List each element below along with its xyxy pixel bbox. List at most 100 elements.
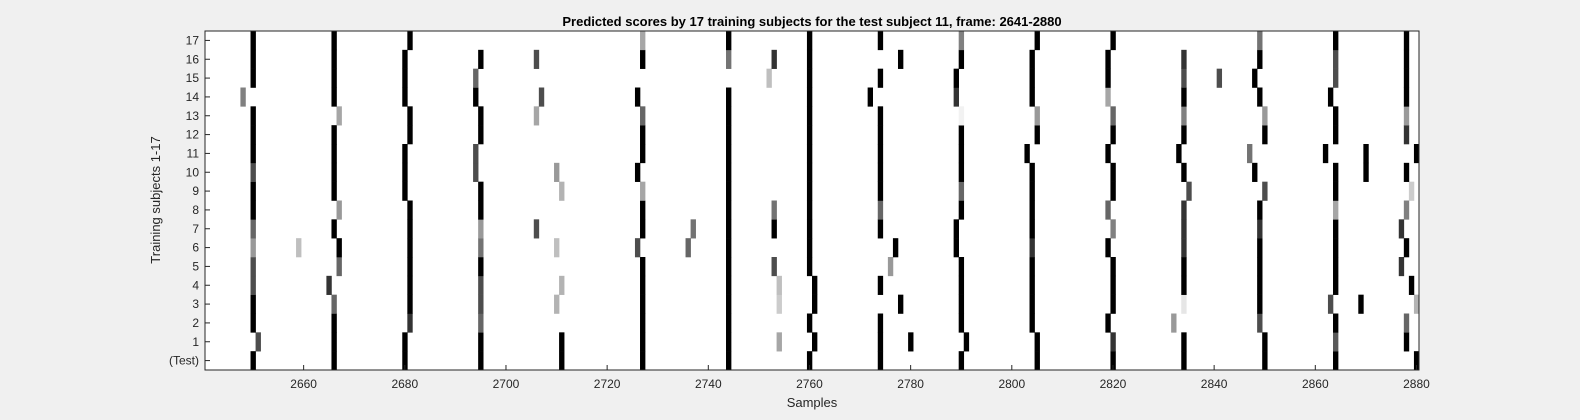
heatmap-cell — [640, 313, 646, 333]
heatmap-cell — [726, 200, 732, 220]
heatmap-cell — [331, 219, 337, 239]
heatmap-cell — [726, 162, 732, 182]
heatmap-cell — [407, 294, 413, 314]
heatmap-cell — [953, 219, 959, 239]
heatmap-cell — [1403, 106, 1410, 126]
heatmap-cell — [1333, 181, 1339, 201]
plot-frame — [204, 30, 1420, 371]
heatmap-cell — [1181, 351, 1187, 371]
heatmap-cell — [402, 68, 408, 88]
heatmap-cell — [1186, 181, 1192, 201]
heatmap-cell — [255, 332, 261, 352]
heatmap-cell — [806, 238, 813, 258]
heatmap-cell — [1181, 332, 1187, 352]
heatmap-cell — [953, 87, 959, 107]
heatmap-cell — [478, 125, 484, 145]
heatmap-cell — [766, 68, 772, 88]
y-tick-label: 13 — [186, 109, 200, 123]
heatmap-cell — [402, 162, 408, 182]
y-tick-label: (Test) — [169, 354, 199, 368]
y-axis-label: Training subjects 1-17 — [148, 136, 163, 263]
heatmap-cell — [1110, 106, 1116, 126]
y-tick-label: 17 — [186, 33, 200, 47]
heatmap-cell — [897, 294, 904, 314]
heatmap-cell — [331, 351, 337, 371]
heatmap-cell — [478, 200, 484, 220]
heatmap-cell — [407, 257, 413, 277]
heatmap-cell — [1110, 219, 1116, 239]
heatmap-cell — [640, 257, 646, 277]
heatmap-cell — [1034, 332, 1040, 352]
heatmap-cell — [958, 125, 965, 145]
heatmap-cell — [250, 313, 256, 333]
heatmap-cell — [771, 257, 777, 277]
chart-title: Predicted scores by 17 training subjects… — [562, 14, 1061, 29]
heatmap-cell — [250, 181, 256, 201]
heatmap-cell — [1333, 257, 1339, 277]
heatmap-cell — [1262, 106, 1268, 126]
heatmap-cell — [806, 144, 813, 164]
heatmap-cell — [1262, 125, 1268, 145]
heatmap-cell — [1333, 31, 1339, 51]
heatmap-cell — [877, 219, 884, 239]
heatmap-cell — [1257, 238, 1263, 258]
heatmap-cell — [240, 87, 246, 107]
heatmap-cell — [640, 49, 646, 69]
heatmap-cell — [1110, 294, 1116, 314]
heatmap-cell — [771, 219, 777, 239]
heatmap-cell — [331, 125, 337, 145]
heatmap-cell — [1105, 144, 1111, 164]
heatmap-cell — [402, 181, 408, 201]
heatmap-cell — [685, 238, 691, 258]
heatmap-cell — [1181, 125, 1187, 145]
heatmap-cell — [331, 31, 337, 51]
heatmap-cell — [1403, 332, 1410, 352]
heatmap-cell — [958, 294, 965, 314]
heatmap-cell — [554, 238, 560, 258]
heatmap-cell — [1398, 219, 1405, 239]
heatmap-cell — [402, 332, 408, 352]
heatmap-cell — [726, 275, 732, 295]
x-tick-label: 2880 — [1403, 377, 1430, 391]
heatmap-cell — [877, 351, 884, 371]
heatmap-cell — [559, 181, 565, 201]
heatmap-cell — [478, 49, 484, 69]
heatmap-cell — [1358, 294, 1364, 314]
heatmap-cell — [1257, 200, 1263, 220]
x-tick-label: 2840 — [1201, 377, 1228, 391]
y-tick-label: 11 — [187, 146, 200, 160]
heatmap-cell — [1257, 257, 1263, 277]
heatmap-cell — [1181, 238, 1187, 258]
heatmap-cell — [1403, 31, 1410, 51]
heatmap-cell — [1252, 162, 1258, 182]
heatmap-cell — [336, 106, 342, 126]
heatmap-cell — [726, 49, 732, 69]
heatmap-cell — [1181, 162, 1187, 182]
heatmap-cell — [1257, 219, 1263, 239]
heatmap-cell — [806, 257, 813, 277]
heatmap-cell — [1110, 31, 1116, 51]
heatmap-cell — [806, 351, 813, 371]
heatmap-cell — [533, 49, 540, 69]
heatmap-cell — [1403, 238, 1410, 258]
heatmap-cell — [806, 125, 813, 145]
heatmap-cell — [726, 125, 732, 145]
heatmap-cell — [726, 181, 732, 201]
heatmap-cell — [640, 219, 646, 239]
heatmap-cell — [250, 238, 256, 258]
heatmap-cell — [640, 200, 646, 220]
heatmap-cell — [1257, 313, 1263, 333]
heatmap-cell — [958, 49, 965, 69]
heatmap-cell — [250, 125, 256, 145]
heatmap-cell — [726, 219, 732, 239]
heatmap-cell — [1029, 294, 1035, 314]
heatmap-cell — [1110, 162, 1116, 182]
heatmap-cell — [250, 49, 256, 69]
heatmap-cell — [963, 332, 970, 352]
heatmap-cell — [634, 238, 641, 258]
heatmap-cell — [640, 106, 646, 126]
heatmap-cell — [554, 294, 560, 314]
heatmap-cell — [640, 275, 646, 295]
heatmap-cell — [1247, 144, 1253, 164]
